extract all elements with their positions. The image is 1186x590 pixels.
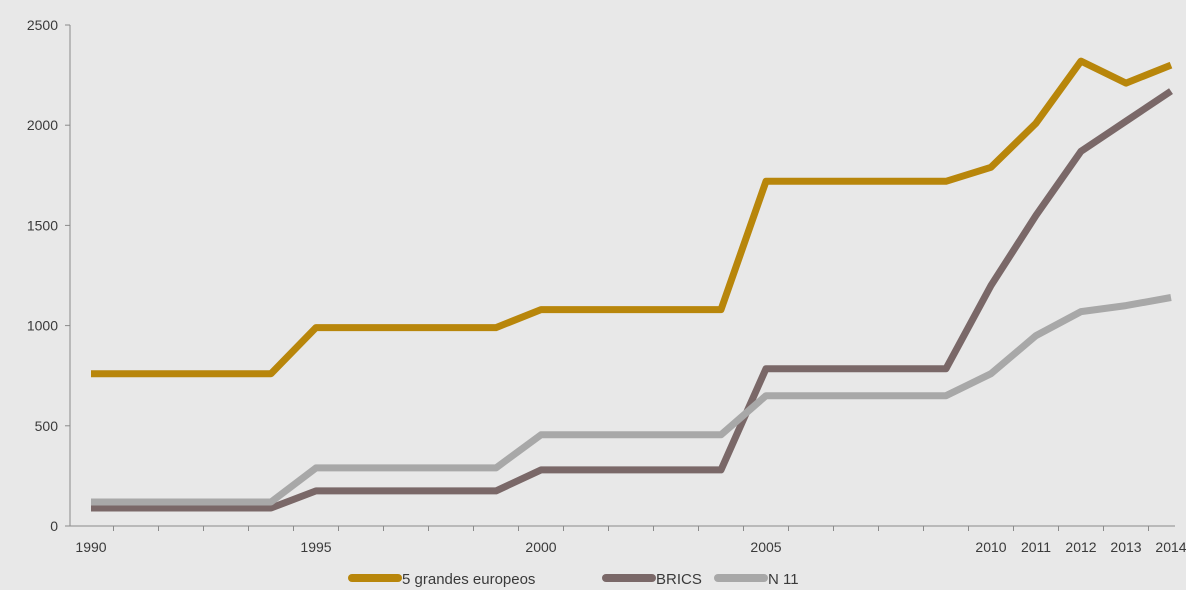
series-line-3	[91, 294, 1172, 506]
legend-item: 5 grandes europeos	[348, 571, 535, 588]
legend-item: N 11	[714, 571, 799, 588]
series-line-1	[91, 57, 1173, 378]
legend-item: BRICS	[602, 571, 702, 588]
x-tick-label: 2005	[750, 539, 781, 555]
y-tick-label: 1000	[27, 318, 58, 334]
x-tick-label: 2000	[525, 539, 556, 555]
y-tick-label: 2500	[27, 17, 58, 33]
legend-label: N 11	[768, 571, 799, 588]
legend: 5 grandes europeos BRICS N 11	[348, 571, 799, 588]
x-tick-label: 1990	[75, 539, 106, 555]
series-line-2	[91, 88, 1173, 512]
legend-label: 5 grandes europeos	[402, 571, 535, 588]
y-tick-label: 1500	[27, 217, 58, 233]
x-tick-label: 1995	[300, 539, 331, 555]
y-tick-label: 0	[50, 518, 58, 534]
y-tick-label: 500	[35, 418, 59, 434]
y-tick-label: 2000	[27, 117, 58, 133]
x-tick-label: 2010	[975, 539, 1006, 555]
series-layer	[91, 57, 1173, 512]
x-tick-label: 2012	[1065, 539, 1096, 555]
x-tick-label: 2011	[1021, 539, 1051, 555]
x-tick-label: 2014	[1155, 539, 1186, 555]
x-tick-label: 2013	[1110, 539, 1141, 555]
axes: 0 500 1000 1500 2000 2500 1990 1995 2000 2005 2010…	[27, 17, 1186, 555]
legend-label: BRICS	[656, 571, 702, 588]
